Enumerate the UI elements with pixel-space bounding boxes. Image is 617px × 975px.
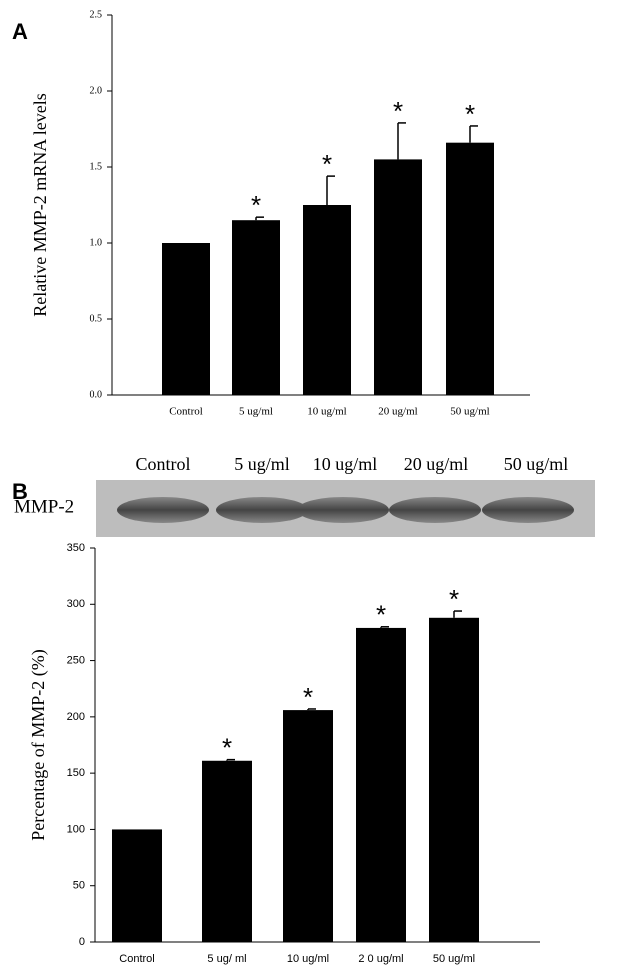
significance-marker: * — [449, 584, 459, 614]
lane-label: 10 ug/ml — [313, 454, 378, 474]
blot-band — [482, 497, 574, 523]
significance-marker: * — [251, 190, 261, 220]
x-tick-label: Control — [119, 953, 154, 965]
lane-label: Control — [135, 454, 190, 474]
significance-marker: * — [465, 99, 475, 129]
bar — [112, 829, 162, 942]
y-tick-label: 100 — [67, 823, 85, 835]
y-tick-label: 2.0 — [90, 85, 103, 96]
y-tick-label: 250 — [67, 654, 85, 666]
bar — [429, 618, 479, 942]
panel-label: B — [12, 479, 28, 504]
significance-marker: * — [222, 733, 232, 763]
y-axis-label: Relative MMP-2 mRNA levels — [30, 93, 50, 317]
y-tick-label: 2.5 — [90, 9, 103, 20]
y-tick-label: 200 — [67, 711, 85, 723]
blot-band — [297, 497, 389, 523]
bar — [356, 628, 406, 942]
y-tick-label: 1.0 — [90, 237, 103, 248]
x-tick-label: 5 ug/ ml — [207, 953, 246, 965]
blot-band — [216, 497, 308, 523]
x-tick-label: 50 ug/ml — [450, 406, 489, 418]
y-tick-label: 300 — [67, 598, 85, 610]
figure: MMP-2 Control5 ug/ml10 ug/ml20 ug/ml50 u… — [0, 0, 617, 975]
y-tick-label: 0.0 — [90, 389, 103, 400]
y-tick-label: 350 — [67, 542, 85, 554]
significance-marker: * — [376, 600, 386, 630]
y-tick-label: 0.5 — [90, 313, 103, 324]
y-tick-label: 0 — [79, 936, 85, 948]
bar — [283, 710, 333, 942]
lane-label: 50 ug/ml — [504, 454, 569, 474]
significance-marker: * — [393, 96, 403, 126]
y-tick-label: 1.5 — [90, 161, 103, 172]
lane-label: 20 ug/ml — [404, 454, 469, 474]
bar — [232, 220, 280, 395]
significance-marker: * — [303, 682, 313, 712]
x-tick-label: 5 ug/ml — [239, 406, 273, 418]
bar — [303, 205, 351, 395]
x-tick-label: 10 ug/ml — [307, 406, 346, 418]
y-tick-label: 50 — [73, 880, 85, 892]
page: MMP-2 Control5 ug/ml10 ug/ml20 ug/ml50 u… — [0, 0, 617, 975]
blot-band — [117, 497, 209, 523]
significance-marker: * — [322, 149, 332, 179]
bar — [162, 243, 210, 395]
x-tick-label: 50 ug/ml — [433, 953, 475, 965]
y-tick-label: 150 — [67, 767, 85, 779]
panel-label: A — [12, 19, 28, 44]
x-tick-label: Control — [169, 406, 203, 418]
x-tick-label: 20 ug/ml — [378, 406, 417, 418]
bar — [202, 761, 252, 942]
bar — [446, 143, 494, 395]
x-tick-label: 2 0 ug/ml — [358, 953, 403, 965]
y-axis-label: Percentage of MMP-2 (%) — [28, 649, 49, 840]
bar — [374, 159, 422, 395]
lane-label: 5 ug/ml — [234, 454, 290, 474]
x-tick-label: 10 ug/ml — [287, 953, 329, 965]
blot-band — [389, 497, 481, 523]
